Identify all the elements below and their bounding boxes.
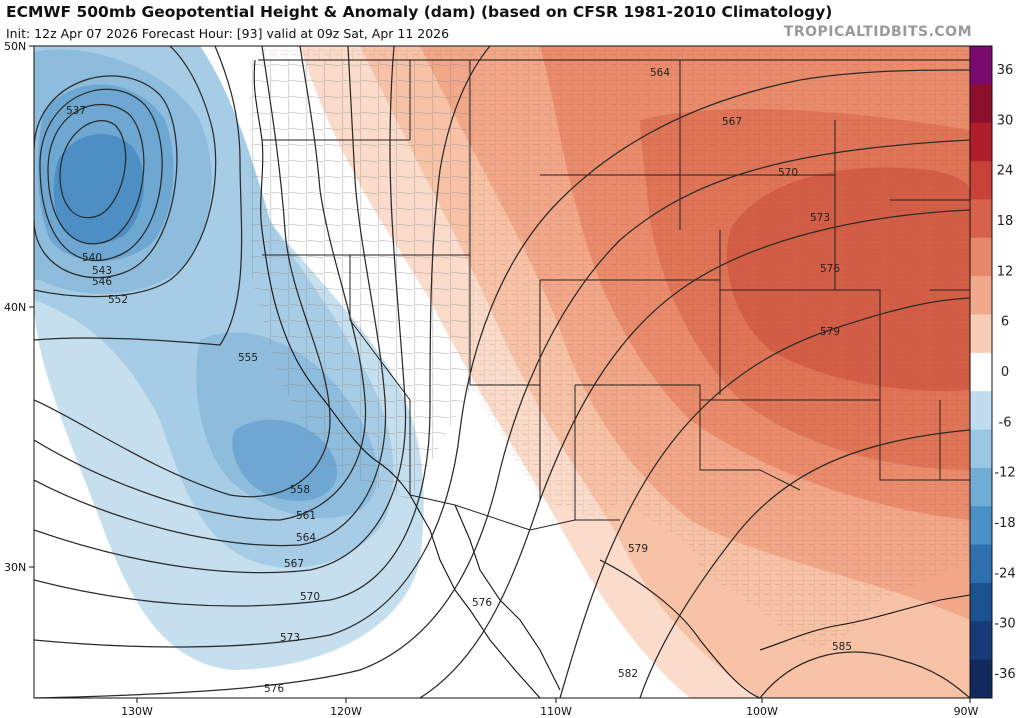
colorbar-label: 36 <box>997 63 1014 78</box>
colorbar-label: 30 <box>997 113 1014 128</box>
colorbar-swatch <box>970 314 992 354</box>
colorbar-swatch <box>970 659 992 699</box>
colorbar-label: -6 <box>999 415 1012 430</box>
contour-label: 567 <box>284 558 304 570</box>
contour-label: 573 <box>810 212 830 224</box>
lat-label: 30N <box>4 561 26 574</box>
colorbar-swatch <box>970 237 992 277</box>
contour-label: 579 <box>628 543 648 555</box>
contour-label: 546 <box>92 276 112 288</box>
lat-label: 40N <box>4 301 26 314</box>
contour-label: 561 <box>296 510 316 522</box>
colorbar-swatch <box>970 467 992 507</box>
lat-label: 50N <box>4 40 26 53</box>
colorbar-swatch <box>970 506 992 546</box>
contour-label-group: 537 540 543 546 552 555 558 561 564 567 … <box>66 67 852 695</box>
colorbar-label: -18 <box>994 516 1015 531</box>
contour-label: 579 <box>820 326 840 338</box>
map-title: ECMWF 500mb Geopotential Height & Anomal… <box>6 3 833 21</box>
contour-label: 540 <box>82 252 102 264</box>
contour-label: 543 <box>92 265 112 277</box>
map-subtitle: Init: 12z Apr 07 2026 Forecast Hour: [93… <box>6 26 450 41</box>
colorbar-swatch <box>970 46 992 85</box>
contour-label: 567 <box>722 116 742 128</box>
contour-label: 537 <box>66 105 86 117</box>
colorbar <box>969 45 993 699</box>
brand-watermark: TROPICALTIDBITS.COM <box>783 24 972 40</box>
lon-label: 90W <box>954 705 979 718</box>
colorbar-swatch <box>970 84 992 124</box>
coastlines-borders <box>253 59 970 698</box>
lon-label: 120W <box>330 705 362 718</box>
colorbar-label: -24 <box>994 566 1015 581</box>
colorbar-label: 18 <box>997 214 1014 229</box>
colorbar-label: -12 <box>994 466 1015 481</box>
contour-label: 573 <box>280 632 300 644</box>
contour-label: 582 <box>618 668 638 680</box>
colorbar-swatch <box>970 391 992 431</box>
colorbar-swatch <box>970 161 992 200</box>
county-lines <box>250 46 970 650</box>
colorbar-swatch <box>970 582 992 622</box>
contour-label: 564 <box>296 532 316 544</box>
negative-anomaly-shading <box>34 46 424 670</box>
state-borders <box>262 60 970 531</box>
contour-label: 558 <box>290 484 310 496</box>
contour-label: 555 <box>238 352 258 364</box>
colorbar-swatch <box>970 199 992 239</box>
colorbar-label: -30 <box>994 617 1015 632</box>
contour-label: 552 <box>108 294 128 306</box>
contour-label: 570 <box>778 167 798 179</box>
contour-label: 564 <box>650 67 670 79</box>
colorbar-label: -36 <box>994 667 1015 682</box>
height-contours <box>34 46 970 698</box>
colorbar-swatch <box>970 352 992 392</box>
longitude-axis <box>136 698 971 703</box>
contour-label: 570 <box>300 591 320 603</box>
colorbar-label: 12 <box>997 264 1014 279</box>
contour-label: 585 <box>832 641 852 653</box>
anomaly-field: 537 540 543 546 552 555 558 561 564 567 … <box>34 46 970 698</box>
colorbar-swatch <box>970 621 992 661</box>
lon-label: 130W <box>121 705 153 718</box>
contour-label: 576 <box>264 683 284 695</box>
contour-label: 576 <box>820 263 840 275</box>
contour-label: 576 <box>472 597 492 609</box>
colorbar-label: 24 <box>997 164 1014 179</box>
colorbar-swatch <box>970 122 992 162</box>
lon-label: 100W <box>746 705 778 718</box>
latitude-axis <box>29 45 34 568</box>
colorbar-label: 0 <box>1001 365 1009 380</box>
lon-label: 110W <box>540 705 572 718</box>
colorbar-labels: 36 30 24 18 12 6 0 -6 -12 -18 -24 -30 -36 <box>994 63 1015 682</box>
colorbar-swatch <box>970 276 992 315</box>
colorbar-label: 6 <box>1001 315 1009 330</box>
colorbar-swatch <box>970 429 992 469</box>
colorbar-frame <box>969 45 993 699</box>
colorbar-swatch <box>970 544 992 584</box>
